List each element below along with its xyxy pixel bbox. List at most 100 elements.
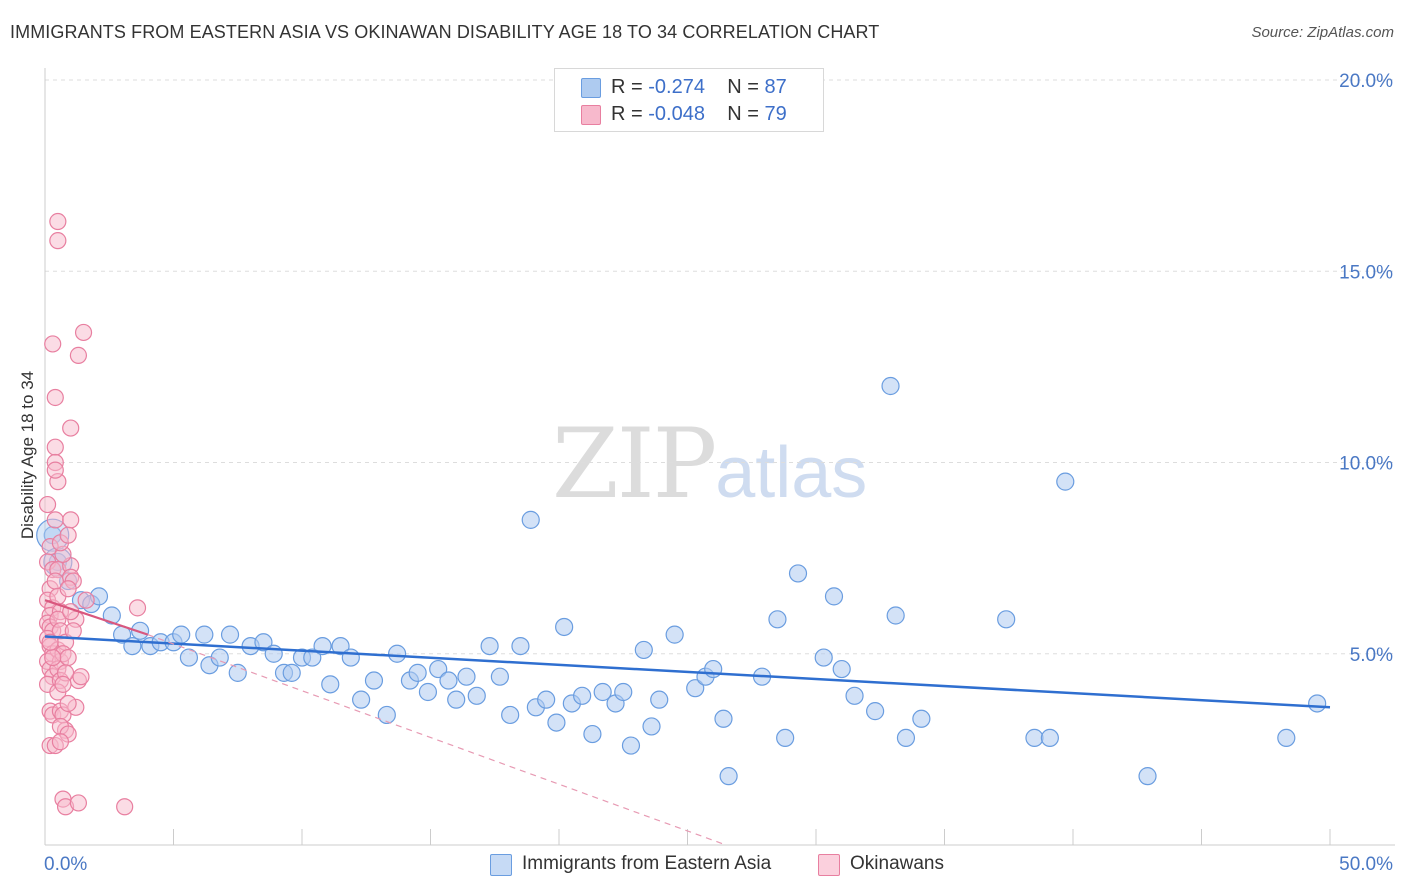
point-eastern-asia	[1040, 728, 1059, 748]
point-eastern-asia	[788, 564, 808, 583]
point-eastern-asia	[331, 636, 350, 656]
point-eastern-asia	[377, 705, 396, 725]
point-eastern-asia	[704, 659, 723, 679]
stats-legend: R = -0.274 N = 87 R = -0.048 N = 79	[554, 68, 824, 132]
point-eastern-asia	[621, 736, 641, 755]
point-eastern-asia	[447, 690, 466, 709]
point-eastern-asia	[814, 648, 833, 667]
point-okinawans	[49, 232, 67, 250]
x-tick-label-min: 0.0%	[44, 854, 87, 875]
legend-r-label: R =	[611, 76, 649, 98]
point-eastern-asia	[429, 659, 448, 679]
legend-n-value: 87	[764, 76, 787, 98]
point-eastern-asia	[387, 644, 407, 663]
point-okinawans	[64, 622, 82, 640]
point-eastern-asia	[573, 686, 592, 705]
legend-r-value: -0.048	[648, 103, 705, 125]
point-okinawans	[128, 599, 147, 617]
point-eastern-asia	[768, 610, 787, 629]
y-tick-label: 15.0%	[1339, 262, 1393, 283]
point-okinawans	[77, 591, 95, 609]
bottom-legend-swatch-okinawans	[818, 854, 840, 876]
point-eastern-asia	[1138, 767, 1157, 786]
point-eastern-asia	[228, 663, 247, 682]
point-eastern-asia	[886, 606, 905, 625]
point-okinawans	[59, 694, 77, 713]
point-eastern-asia	[714, 709, 733, 728]
point-eastern-asia	[1277, 728, 1296, 748]
bottom-legend-label-eastern-asia: Immigrants from Eastern Asia	[522, 853, 772, 874]
watermark-atlas: atlas	[715, 433, 868, 513]
trendline-okinawans-extension	[147, 634, 727, 846]
point-eastern-asia	[501, 705, 520, 725]
point-eastern-asia	[634, 640, 653, 660]
point-eastern-asia	[776, 728, 795, 748]
point-eastern-asia	[686, 679, 705, 698]
point-okinawans	[46, 461, 64, 479]
y-tick-label: 5.0%	[1350, 645, 1393, 666]
legend-r-value: -0.274	[648, 76, 705, 98]
point-okinawans	[44, 648, 62, 667]
point-eastern-asia	[321, 675, 340, 694]
point-eastern-asia	[352, 690, 371, 709]
point-eastern-asia	[547, 713, 566, 732]
point-eastern-asia	[418, 682, 438, 702]
point-okinawans	[59, 526, 77, 544]
point-eastern-asia	[832, 659, 851, 679]
point-okinawans	[44, 335, 62, 353]
watermark: ZIPatlas	[552, 408, 867, 520]
point-eastern-asia	[593, 682, 612, 702]
trendline-eastern-asia	[44, 635, 1331, 709]
point-eastern-asia	[665, 625, 684, 644]
point-okinawans	[69, 346, 88, 364]
legend-n-label: N =	[727, 76, 765, 98]
point-okinawans	[38, 495, 57, 514]
bottom-legend-swatch-eastern-asia	[490, 854, 512, 876]
point-eastern-asia	[457, 667, 476, 686]
legend-swatch-okinawans	[581, 105, 601, 125]
legend-r-label: R =	[611, 103, 649, 125]
point-eastern-asia	[179, 648, 199, 667]
point-eastern-asia	[172, 625, 191, 644]
y-tick-label: 10.0%	[1339, 454, 1393, 475]
point-eastern-asia	[195, 625, 214, 644]
y-tick-label: 20.0%	[1339, 71, 1393, 92]
point-okinawans	[46, 438, 64, 456]
point-okinawans	[46, 511, 64, 529]
legend-n-value: 79	[764, 103, 787, 125]
point-eastern-asia	[364, 671, 384, 690]
point-eastern-asia	[824, 587, 844, 606]
point-okinawans	[59, 580, 77, 598]
point-okinawans	[51, 733, 70, 751]
point-eastern-asia	[467, 686, 486, 705]
point-eastern-asia	[1308, 694, 1327, 713]
chart-title: IMMIGRANTS FROM EASTERN ASIA VS OKINAWAN…	[10, 22, 880, 42]
bottom-legend-label-okinawans: Okinawans	[850, 853, 944, 874]
point-eastern-asia	[1056, 472, 1075, 491]
point-okinawans	[69, 794, 88, 812]
point-eastern-asia	[642, 717, 661, 736]
point-okinawans	[59, 648, 77, 667]
point-eastern-asia	[490, 667, 509, 686]
point-okinawans	[62, 419, 80, 437]
point-eastern-asia	[439, 671, 458, 690]
point-eastern-asia	[537, 690, 556, 709]
point-eastern-asia	[341, 648, 360, 667]
source-label: Source: ZipAtlas.com	[1251, 24, 1394, 41]
point-eastern-asia	[210, 648, 229, 667]
x-tick-label-max: 50.0%	[1339, 854, 1393, 875]
point-okinawans	[54, 675, 72, 693]
point-eastern-asia	[583, 724, 602, 744]
point-eastern-asia	[511, 636, 530, 656]
point-eastern-asia	[650, 690, 669, 709]
trendline-okinawans	[44, 599, 149, 636]
point-eastern-asia	[521, 510, 540, 529]
point-okinawans	[74, 323, 93, 342]
point-okinawans	[49, 212, 67, 231]
point-eastern-asia	[408, 663, 427, 682]
point-eastern-asia	[555, 617, 574, 637]
point-eastern-asia	[719, 767, 738, 786]
point-okinawans	[116, 798, 134, 816]
point-eastern-asia	[845, 686, 864, 705]
point-eastern-asia	[614, 682, 633, 702]
